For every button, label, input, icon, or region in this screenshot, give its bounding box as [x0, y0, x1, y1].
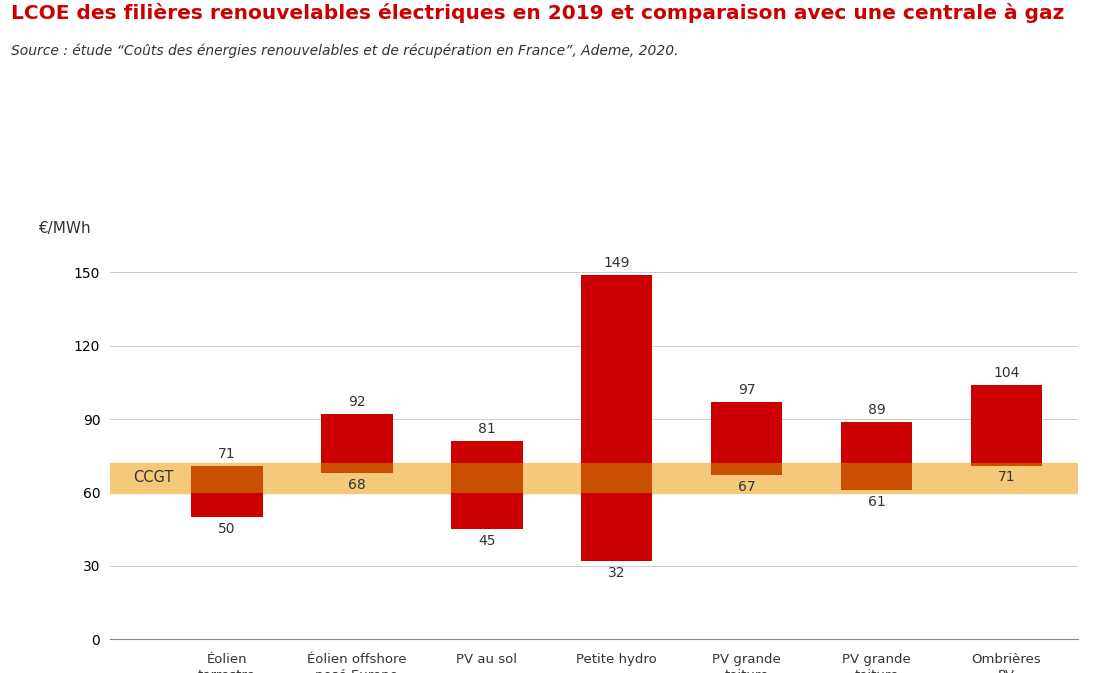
- Text: 97: 97: [738, 383, 756, 397]
- Text: 71: 71: [218, 447, 235, 461]
- Bar: [191, 466, 263, 517]
- Text: 61: 61: [868, 495, 886, 509]
- Text: 50: 50: [218, 522, 235, 536]
- Text: Source : étude “Coûts des énergies renouvelables et de récupération en France”, : Source : étude “Coûts des énergies renou…: [11, 44, 679, 59]
- Bar: [971, 385, 1043, 466]
- Bar: [451, 463, 522, 493]
- Text: 71: 71: [998, 470, 1015, 485]
- Text: 81: 81: [477, 422, 496, 436]
- Bar: [711, 402, 782, 475]
- Text: 104: 104: [993, 366, 1020, 380]
- Text: 32: 32: [608, 566, 626, 580]
- Bar: [581, 463, 652, 493]
- Text: €/MWh: €/MWh: [39, 221, 91, 236]
- Bar: [110, 463, 1078, 493]
- Text: 149: 149: [604, 256, 630, 270]
- Bar: [451, 441, 522, 529]
- Text: CCGT: CCGT: [133, 470, 174, 485]
- Bar: [711, 463, 782, 475]
- Bar: [581, 275, 652, 561]
- Bar: [840, 421, 912, 490]
- Text: LCOE des filières renouvelables électriques en 2019 et comparaison avec une cent: LCOE des filières renouvelables électriq…: [11, 3, 1065, 24]
- Bar: [971, 463, 1043, 466]
- Text: 45: 45: [478, 534, 496, 548]
- Text: 89: 89: [868, 402, 886, 417]
- Bar: [321, 414, 393, 473]
- Bar: [840, 463, 912, 490]
- Text: 92: 92: [348, 395, 365, 409]
- Bar: [321, 463, 393, 473]
- Text: 68: 68: [348, 478, 365, 492]
- Bar: [191, 466, 263, 493]
- Text: 67: 67: [738, 481, 756, 494]
